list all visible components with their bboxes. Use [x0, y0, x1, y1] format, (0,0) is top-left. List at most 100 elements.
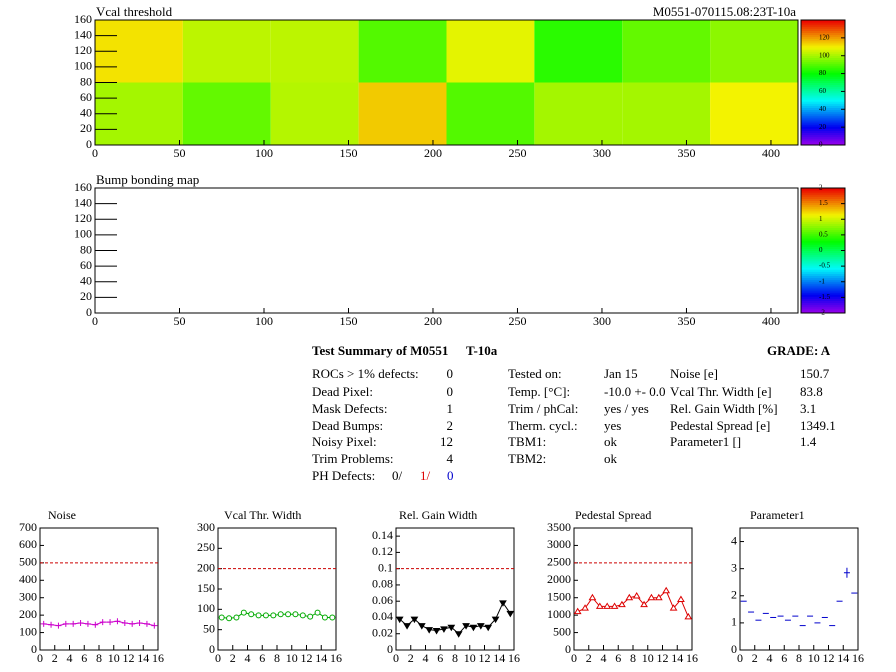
marker: [632, 591, 641, 599]
palette-band: [801, 124, 845, 127]
y-tick-label: 50: [203, 621, 215, 635]
z-tick-label: 40: [819, 105, 827, 113]
palette-band: [801, 306, 845, 310]
palette-band: [801, 208, 845, 212]
palette-band: [801, 310, 845, 314]
palette-band: [801, 105, 845, 108]
summary-value: 0: [447, 468, 454, 483]
palette-band: [801, 38, 845, 42]
y-tick-label: 100: [197, 601, 215, 615]
marker: [677, 595, 685, 602]
palette-band: [801, 215, 845, 218]
palette-band: [801, 42, 845, 46]
palette-band: [801, 55, 845, 58]
x-tick-label: 2: [52, 651, 58, 665]
marker: [255, 612, 262, 619]
marker: [151, 622, 158, 629]
palette-band: [801, 256, 845, 260]
chart-title: Vcal threshold: [96, 4, 173, 19]
x-tick-label: 2: [408, 651, 414, 665]
x-tick-label: 4: [245, 651, 251, 665]
marker: [84, 620, 91, 627]
y-tick-label: 2500: [547, 555, 571, 569]
summary-label: Dead Bumps:: [312, 418, 383, 433]
summary-label: Mask Defects:: [312, 401, 387, 416]
y-tick-label: 20: [80, 121, 92, 135]
y-tick-label: 3000: [547, 537, 571, 551]
summary-label: Therm. cycl.:: [508, 418, 578, 433]
palette-band: [801, 95, 845, 98]
y-tick-label: 0.14: [372, 528, 393, 542]
palette-band: [801, 238, 845, 241]
x-tick-label: 14: [137, 651, 149, 665]
palette-band: [801, 202, 845, 206]
palette-band: [801, 221, 845, 224]
plot-frame: [94, 19, 799, 146]
marker: [454, 631, 463, 638]
palette-band: [801, 260, 845, 264]
palette-band: [801, 194, 845, 197]
x-tick-label: 350: [677, 314, 695, 328]
x-tick-label: 2: [230, 651, 236, 665]
x-tick-label: 14: [671, 651, 683, 665]
palette-band: [801, 246, 845, 249]
marker: [410, 616, 419, 624]
y-tick-label: 1000: [547, 607, 571, 621]
marker: [506, 610, 515, 618]
marker: [684, 612, 693, 620]
marker: [499, 600, 507, 607]
palette-band: [801, 192, 845, 195]
y-tick-label: 140: [74, 195, 92, 209]
marker: [491, 616, 500, 624]
x-tick-label: 200: [424, 146, 442, 160]
marker: [432, 627, 441, 635]
palette-frame: [800, 19, 846, 146]
marker: [417, 623, 426, 630]
palette-band: [801, 277, 845, 281]
y-tick-label: 0.04: [372, 609, 393, 623]
chart-title: Rel. Gain Width: [399, 508, 477, 522]
palette-band: [801, 254, 845, 258]
summary-label: Rel. Gain Width [%]: [670, 401, 778, 416]
palette-band: [801, 267, 845, 270]
marker: [143, 620, 150, 627]
y-tick-label: 3: [731, 560, 737, 574]
x-tick-label: 4: [601, 651, 607, 665]
palette-band: [801, 51, 845, 54]
y-tick-label: 0.06: [372, 593, 393, 607]
palette-band: [801, 269, 845, 272]
marker: [299, 612, 306, 619]
marker: [99, 619, 106, 626]
summary-value: 150.7: [800, 366, 830, 381]
palette-band: [801, 113, 845, 117]
y-tick-label: 100: [19, 624, 37, 638]
x-tick-label: 0: [571, 651, 577, 665]
roc-cell: [270, 20, 359, 83]
palette-band: [801, 252, 845, 256]
x-tick-label: 8: [630, 651, 636, 665]
y-tick-label: 1500: [547, 589, 571, 603]
marker: [618, 600, 626, 608]
z-tick-label: 1: [819, 215, 823, 223]
marker: [669, 604, 678, 611]
summary-value: Jan 15: [604, 366, 638, 381]
palette-band: [801, 97, 845, 100]
x-tick-label: 6: [781, 651, 787, 665]
chart-title: Noise: [48, 508, 76, 522]
chart-title: Vcal Thr. Width: [224, 508, 301, 522]
summary-value: 0: [447, 384, 454, 399]
y-tick-label: 300: [19, 589, 37, 603]
y-tick-label: 0: [86, 137, 92, 151]
palette-band: [801, 103, 845, 106]
palette-band: [801, 298, 845, 301]
palette-band: [801, 61, 845, 65]
palette-band: [801, 142, 845, 146]
summary-label: Noise [e]: [670, 366, 718, 381]
summary-value: 1.4: [800, 434, 817, 449]
palette-band: [801, 111, 845, 115]
palette-band: [801, 36, 845, 40]
palette-band: [801, 294, 845, 297]
palette-band: [801, 128, 845, 131]
x-tick-label: 6: [437, 651, 443, 665]
palette-band: [801, 20, 845, 23]
